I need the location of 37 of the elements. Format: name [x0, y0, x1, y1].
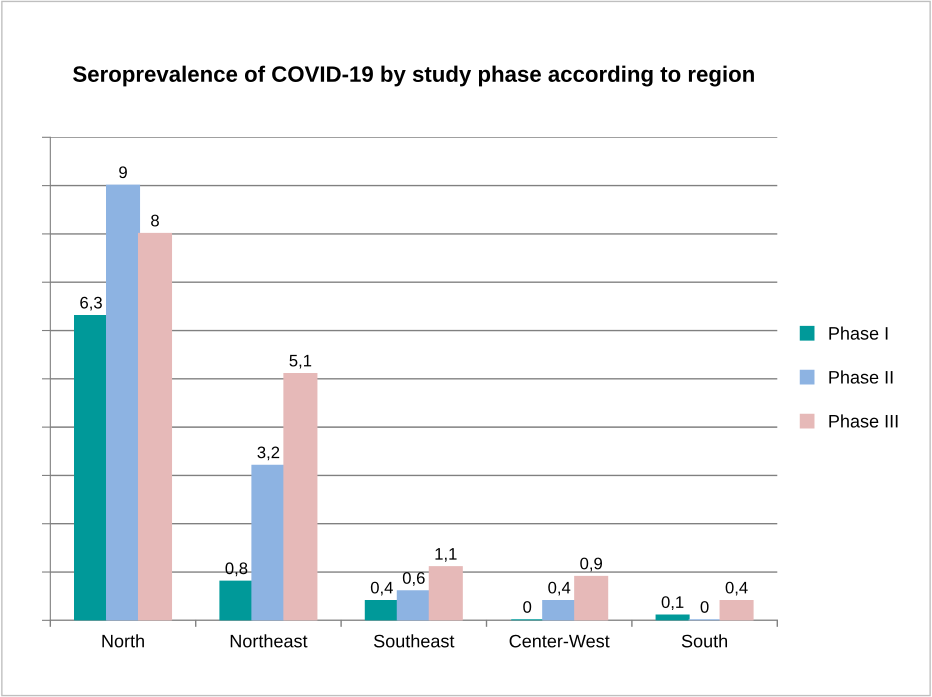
bar	[251, 464, 286, 620]
x-tick-label: South	[682, 634, 728, 648]
data-label: 0,4	[548, 582, 570, 596]
data-label: 6,3	[80, 296, 102, 311]
bar	[542, 600, 576, 620]
bar	[428, 566, 463, 620]
x-tick-label: Southeast	[374, 634, 454, 648]
data-label: 9	[119, 166, 127, 178]
x-tick-label: North	[102, 634, 144, 648]
x-tick-label: Northeast	[230, 634, 308, 648]
data-label: 0,9	[580, 558, 602, 572]
data-label: 0,4	[726, 582, 748, 596]
bar	[656, 614, 690, 620]
bar	[574, 576, 608, 620]
legend-label: Phase I	[829, 326, 888, 340]
bar	[396, 590, 431, 620]
data-label: 3,2	[257, 446, 280, 460]
legend-label: Phase II	[829, 370, 892, 384]
legend-label: Phase III	[829, 414, 898, 428]
data-label: 0,6	[402, 572, 425, 586]
bar	[364, 600, 399, 620]
bar	[106, 184, 140, 620]
data-label: 8	[151, 214, 159, 226]
data-label: 1,1	[435, 548, 457, 562]
bar	[720, 600, 754, 620]
data-label: 0,8	[225, 562, 248, 576]
bar	[138, 232, 172, 620]
data-label: 5,1	[289, 354, 312, 368]
bar	[283, 372, 318, 620]
data-label: 0,4	[370, 582, 393, 596]
data-label: 0,1	[662, 596, 684, 610]
x-tick-label: Center-West	[510, 634, 610, 648]
bar	[74, 314, 108, 620]
chart-title: Seroprevalence of COVID-19 by study phase according to region	[73, 66, 754, 86]
data-label: 0	[700, 601, 709, 613]
data-label: 0	[523, 601, 532, 613]
bar	[219, 580, 254, 620]
